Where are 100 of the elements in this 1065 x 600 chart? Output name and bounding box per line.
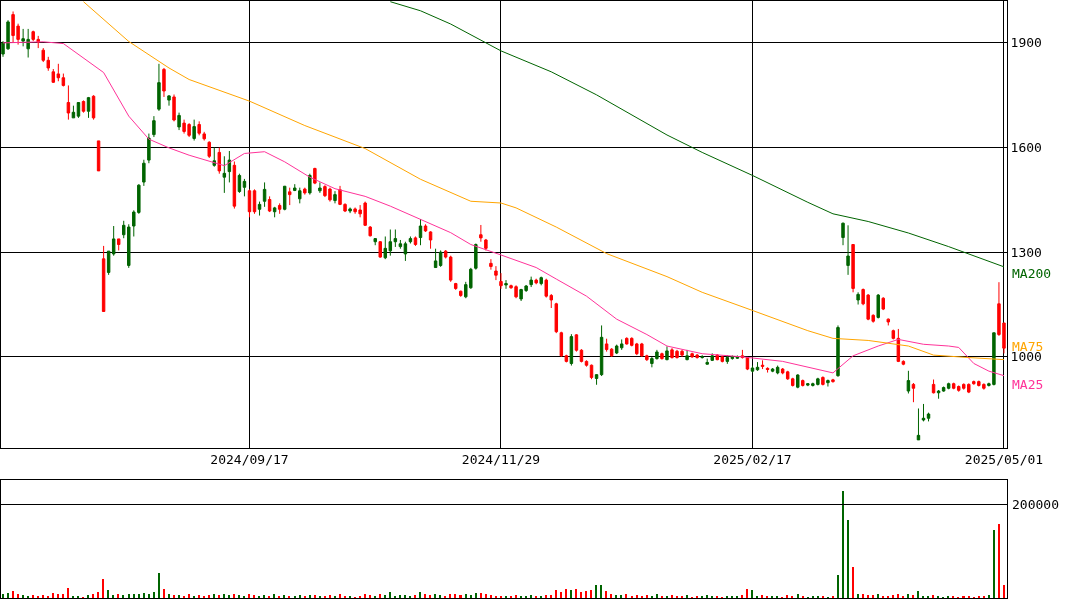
bar — [797, 593, 799, 598]
bar — [223, 593, 225, 598]
candlestick — [539, 276, 543, 286]
candlestick — [876, 293, 880, 319]
bar — [766, 595, 768, 598]
bar — [520, 595, 522, 598]
bar — [731, 595, 733, 598]
candlestick — [167, 94, 171, 107]
candlestick — [499, 272, 503, 290]
bar — [802, 595, 804, 598]
candlestick — [272, 206, 277, 218]
bar — [761, 594, 763, 598]
bar — [153, 591, 155, 598]
bar — [897, 593, 899, 598]
bar — [560, 591, 562, 598]
candlestick — [51, 68, 56, 84]
bar — [465, 593, 467, 598]
candlestick — [428, 230, 433, 250]
bar — [907, 593, 909, 598]
candlestick — [559, 331, 564, 358]
bar — [922, 595, 924, 598]
bar — [253, 594, 255, 598]
candlestick — [348, 207, 352, 214]
bar — [751, 589, 753, 598]
bar — [117, 593, 119, 598]
bar — [72, 595, 74, 598]
candlestick — [770, 367, 775, 372]
bar — [188, 593, 190, 598]
bar — [173, 594, 175, 598]
candlestick — [192, 119, 196, 142]
x-tick-label: 2024/11/29 — [461, 452, 541, 468]
candlestick — [433, 248, 438, 269]
bar — [857, 593, 859, 598]
candlestick — [227, 150, 232, 183]
candlestick — [368, 225, 372, 237]
bar — [978, 595, 980, 598]
bar — [711, 595, 713, 598]
candlestick — [408, 235, 413, 244]
line-series — [389, 1, 1005, 268]
bar — [580, 591, 582, 598]
bar — [585, 590, 587, 598]
candlestick — [413, 235, 418, 247]
candlestick — [242, 178, 247, 197]
candlestick — [901, 359, 906, 366]
bar — [756, 595, 758, 598]
bar — [485, 593, 487, 598]
bar — [1003, 584, 1005, 598]
bar — [77, 595, 79, 598]
bar — [198, 594, 200, 598]
bar — [736, 595, 738, 598]
candlestick — [946, 382, 951, 390]
candlestick — [801, 379, 805, 387]
bar — [656, 593, 658, 598]
candlestick — [926, 412, 931, 422]
candlestick — [705, 358, 709, 366]
candlestick — [604, 338, 609, 353]
bar — [444, 595, 446, 598]
candlestick — [308, 173, 312, 196]
bar — [470, 594, 472, 598]
bar — [278, 595, 280, 598]
bar — [968, 595, 970, 598]
candlestick — [459, 290, 463, 298]
bar — [475, 592, 477, 598]
bar — [570, 589, 572, 598]
bar — [927, 595, 929, 598]
bar — [535, 595, 537, 598]
bar — [97, 591, 99, 598]
candlestick — [821, 375, 825, 386]
candlestick — [504, 279, 508, 290]
bar — [837, 574, 839, 598]
x-tick-label: 2025/02/17 — [713, 452, 792, 468]
bar — [716, 595, 718, 598]
candlestick — [700, 354, 704, 360]
bar — [92, 593, 94, 598]
bar — [37, 595, 39, 598]
bar — [832, 595, 834, 598]
bar — [434, 593, 436, 598]
bar — [500, 595, 502, 598]
candlestick — [282, 185, 287, 211]
bar — [62, 593, 64, 598]
bar — [102, 578, 104, 598]
bar — [273, 593, 275, 598]
bar — [22, 594, 24, 598]
bar — [620, 594, 622, 598]
bar — [283, 594, 285, 598]
bar — [651, 595, 653, 598]
candlestick — [826, 379, 830, 387]
bar — [530, 594, 532, 598]
candlestick — [257, 201, 262, 217]
bar — [490, 594, 492, 598]
bar — [7, 592, 9, 598]
bar — [681, 595, 683, 598]
y-tick-label: 1900 — [1010, 35, 1042, 51]
candlestick — [217, 147, 222, 175]
bar — [138, 593, 140, 598]
bar — [349, 595, 351, 598]
bar — [646, 594, 648, 598]
bar — [228, 594, 230, 598]
series-label: MA25 — [1012, 377, 1044, 392]
candlestick — [267, 195, 272, 213]
